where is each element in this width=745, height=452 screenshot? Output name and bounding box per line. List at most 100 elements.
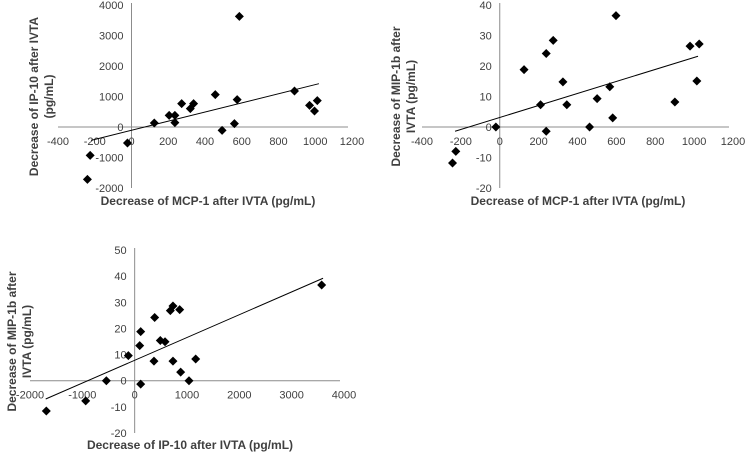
data-point — [548, 35, 558, 45]
y-tick-label: 0 — [121, 376, 127, 388]
trendline — [90, 83, 320, 141]
y-tick-label: 50 — [114, 245, 126, 257]
y-tick-label: -1000 — [95, 153, 123, 165]
data-point — [170, 110, 180, 120]
y-tick-label: 40 — [114, 271, 126, 283]
scatter-chart-3: -20 -10 0 10 20 30 40 50 -2000 -1000 0 1000 2000 3000… — [5, 245, 356, 452]
x-tick-label: 2000 — [227, 390, 251, 402]
data-point — [123, 351, 133, 361]
x-tick-label: 1200 — [721, 136, 745, 148]
data-point — [694, 39, 704, 49]
x-tick-label: -200 — [450, 136, 472, 148]
data-point — [491, 122, 501, 132]
data-point — [135, 341, 145, 351]
x-tick-label: 3000 — [279, 390, 303, 402]
trendline — [454, 55, 699, 132]
trendline — [45, 277, 324, 400]
y-tick-label: -10 — [111, 402, 127, 414]
y-tick-label: 2000 — [99, 61, 123, 73]
x-tick-label: 4000 — [332, 390, 356, 402]
y-tick-label: 10 — [480, 92, 492, 104]
x-axis-title: Decrease of MCP-1 after IVTA (pg/mL) — [101, 194, 316, 208]
x-tick-label: 600 — [233, 136, 251, 148]
data-point — [136, 379, 146, 389]
data-point — [605, 82, 615, 92]
data-point — [160, 337, 170, 347]
x-tick-label: 600 — [607, 136, 625, 148]
x-axis-title: Decrease of MCP-1 after IVTA (pg/mL) — [471, 194, 686, 208]
y-tick-label: 0 — [117, 122, 123, 134]
data-point — [184, 376, 194, 386]
y-tick-label: 40 — [480, 0, 492, 12]
data-point — [310, 106, 320, 116]
data-point — [305, 100, 315, 110]
data-point — [168, 356, 178, 366]
data-point — [519, 65, 529, 75]
data-point — [289, 86, 299, 96]
data-point — [692, 76, 702, 86]
data-point — [558, 77, 568, 87]
data-point — [670, 97, 680, 107]
x-tick-label: 800 — [269, 136, 287, 148]
y-tick-label: 4000 — [99, 0, 123, 12]
y-tick-label: 10 — [114, 350, 126, 362]
x-axis-title: Decrease of IP-10 after IVTA (pg/mL) — [87, 438, 293, 452]
x-tick-label: -400 — [47, 136, 69, 148]
data-point — [177, 99, 187, 109]
data-point — [122, 138, 132, 148]
y-axis-title-line: IVTA (pg/mL) — [404, 60, 418, 133]
scatter-chart-2: -20 -10 0 10 20 30 40 -400 -200 0 200 400 600 800 1000… — [389, 0, 745, 208]
data-point — [168, 301, 178, 311]
x-tick-label: 0 — [497, 136, 503, 148]
y-axis-title: Decrease of IP-10 after IVTA(pg/mL) — [27, 17, 56, 177]
data-point — [210, 90, 220, 100]
data-point — [232, 95, 242, 105]
x-tick-label: 0 — [128, 136, 134, 148]
y-tick-label: -20 — [111, 428, 127, 440]
data-point — [189, 99, 199, 109]
x-tick-label: 0 — [132, 390, 138, 402]
data-point — [608, 113, 618, 123]
x-tick-label: -200 — [84, 136, 106, 148]
data-point — [176, 367, 186, 377]
y-axis-title-line: Decrease of MIP-1b after — [5, 271, 19, 411]
data-point — [611, 11, 621, 21]
y-tick-label: -20 — [476, 183, 492, 195]
y-axis-title-line: Decrease of MIP-1b after — [389, 26, 403, 166]
y-axis-title-line: (pg/mL) — [42, 75, 56, 119]
data-point — [170, 118, 180, 128]
data-point — [82, 174, 92, 184]
data-point — [541, 48, 551, 58]
data-point — [149, 356, 159, 366]
data-point — [562, 100, 572, 110]
data-point — [217, 125, 227, 135]
data-point — [541, 126, 551, 136]
data-point — [585, 122, 595, 132]
y-axis-title-line: Decrease of IP-10 after IVTA — [27, 17, 41, 177]
y-tick-label: -10 — [476, 153, 492, 165]
x-tick-label: 200 — [529, 136, 547, 148]
y-tick-label: 1000 — [99, 92, 123, 104]
data-point — [136, 327, 146, 337]
data-point — [685, 41, 695, 51]
data-point — [312, 96, 322, 106]
y-tick-label: 20 — [114, 323, 126, 335]
data-point — [451, 146, 461, 156]
y-axis-title: Decrease of MIP-1b afterIVTA (pg/mL) — [5, 271, 34, 411]
x-tick-label: 1000 — [175, 390, 199, 402]
y-tick-label: 30 — [480, 31, 492, 43]
x-tick-label: 800 — [646, 136, 664, 148]
data-point — [164, 110, 174, 120]
x-tick-label: 1000 — [303, 136, 327, 148]
data-point — [149, 118, 159, 128]
y-axis-title-line: IVTA (pg/mL) — [20, 305, 34, 378]
data-point — [448, 158, 458, 168]
data-point — [191, 354, 201, 364]
data-point — [150, 312, 160, 322]
data-point — [85, 150, 95, 160]
x-tick-label: -2000 — [16, 390, 44, 402]
x-tick-label: 400 — [568, 136, 586, 148]
x-tick-label: 400 — [196, 136, 214, 148]
